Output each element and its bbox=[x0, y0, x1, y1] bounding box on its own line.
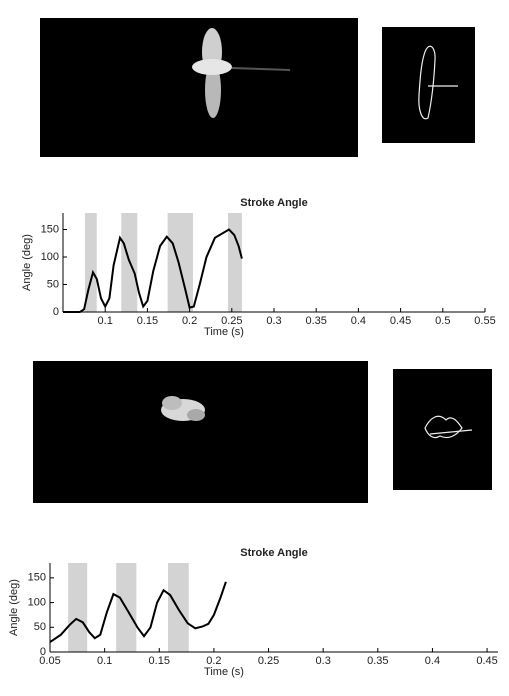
x-tick-label: 0.15 bbox=[137, 315, 158, 327]
x-tick-label: 0.35 bbox=[305, 315, 326, 327]
video-frame bbox=[33, 361, 368, 503]
downstroke-band bbox=[228, 213, 242, 312]
x-tick-label: 0.35 bbox=[367, 655, 388, 667]
chart-title: Stroke Angle bbox=[240, 197, 307, 209]
x-tick-label: 0.2 bbox=[182, 315, 197, 327]
video-frame bbox=[40, 18, 358, 157]
y-tick-label: 0 bbox=[53, 306, 59, 318]
chart-title: Stroke Angle bbox=[240, 547, 307, 559]
x-tick-label: 0.55 bbox=[474, 315, 495, 327]
x-tick-label: 0.3 bbox=[316, 655, 331, 667]
figure: 0.1 0.15 0.2 0.25 0.3 0.35 0.4 0.45 0.5 0.55 0 50 10… bbox=[0, 0, 509, 696]
y-tick-label: 50 bbox=[47, 278, 59, 290]
y-tick-label: 100 bbox=[28, 596, 46, 608]
x-tick-label: 0.4 bbox=[425, 655, 440, 667]
x-tick-label: 0.3 bbox=[266, 315, 281, 327]
y-tick-label: 100 bbox=[41, 251, 59, 263]
x-axis-label: Time (s) bbox=[204, 666, 244, 678]
y-axis-label: Angle (deg) bbox=[8, 579, 20, 636]
y-axis-label: Angle (deg) bbox=[21, 234, 33, 291]
x-tick-label: 0.45 bbox=[476, 655, 497, 667]
x-tick-label: 0.45 bbox=[390, 315, 411, 327]
downstroke-band bbox=[68, 563, 87, 652]
x-tick-label: 0.1 bbox=[97, 655, 112, 667]
x-tick-label: 0.25 bbox=[258, 655, 279, 667]
page: {"chart_data": [ {"type": "line", "title… bbox=[0, 0, 509, 696]
silhouette-frame bbox=[393, 369, 492, 490]
y-tick-label: 150 bbox=[28, 572, 46, 584]
x-axis-label: Time (s) bbox=[204, 326, 244, 338]
x-tick-label: 0.15 bbox=[149, 655, 170, 667]
y-tick-label: 0 bbox=[40, 646, 46, 658]
y-tick-label: 150 bbox=[41, 223, 59, 235]
x-tick-label: 0.4 bbox=[351, 315, 366, 327]
silhouette-frame bbox=[382, 27, 475, 143]
x-tick-label: 0.1 bbox=[98, 315, 113, 327]
x-tick-label: 0.5 bbox=[435, 315, 450, 327]
y-tick-label: 50 bbox=[34, 621, 46, 633]
downstroke-band bbox=[168, 213, 193, 312]
